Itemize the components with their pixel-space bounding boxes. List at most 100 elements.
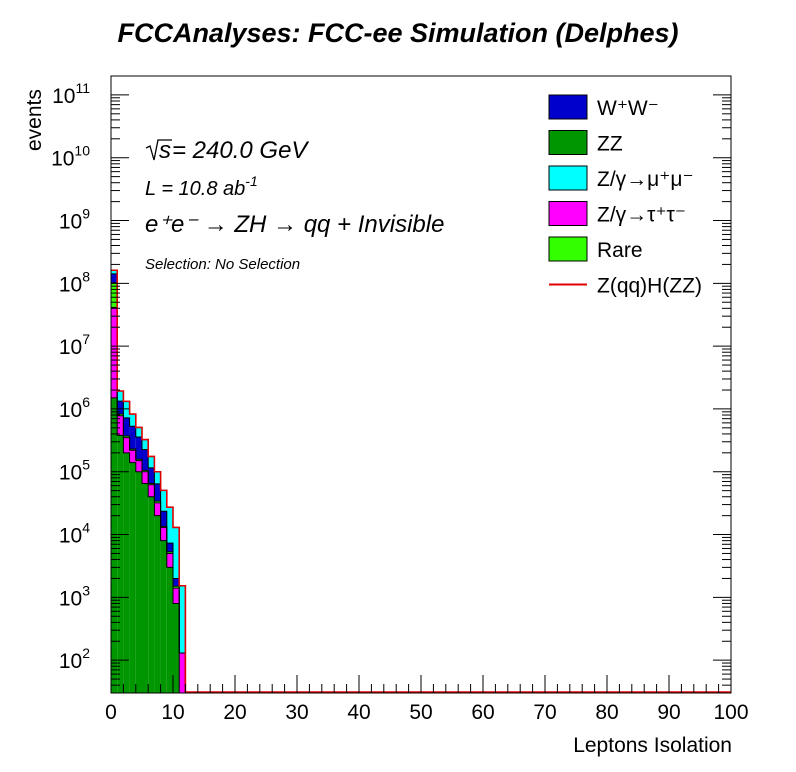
- bar-3-10: [173, 578, 180, 587]
- selection-annotation: Selection: No Selection: [145, 256, 300, 273]
- x-tick-label: 30: [285, 701, 308, 724]
- bar-1-1: [117, 415, 124, 436]
- bar-4-11: [179, 585, 186, 654]
- bar-3-1: [117, 401, 124, 415]
- y-axis: 102 103 104 105 106 107 108 109 1010 1011: [51, 75, 731, 694]
- bar-1-5: [142, 471, 149, 484]
- legend-label-2: Z/γ→μ⁺μ⁻: [597, 168, 694, 191]
- lumi-exponent: -1: [245, 173, 257, 189]
- sqrt-s-text: s: [159, 137, 171, 164]
- bar-1-3: [129, 450, 136, 463]
- signal-line-group: [111, 269, 731, 693]
- bar-2-7: [154, 501, 161, 503]
- y-tick-label: 1010: [51, 143, 90, 171]
- bar-3-5: [142, 449, 149, 471]
- bar-2-1: [117, 414, 124, 416]
- x-tick-label: 70: [533, 701, 556, 724]
- bar-0-2: [123, 452, 130, 693]
- legend-swatch-2: [548, 165, 588, 191]
- bar-0-9: [166, 567, 173, 693]
- y-tick-label: 109: [59, 206, 90, 234]
- bar-3-2: [123, 417, 130, 437]
- y-tick-label: 102: [59, 645, 90, 673]
- chart-title: FCCAnalyses: FCC-ee Simulation (Delphes): [117, 18, 679, 48]
- x-tick-label: 40: [347, 701, 370, 724]
- bar-0-10: [173, 603, 180, 693]
- y-tick-label: 108: [59, 268, 90, 296]
- y-axis-label: events: [23, 89, 46, 151]
- legend-label-4: Rare: [597, 239, 643, 262]
- bar-0-3: [129, 462, 136, 693]
- bar-4-1: [117, 391, 124, 402]
- bar-3-7: [154, 483, 161, 502]
- stacked-histogram: [110, 269, 186, 694]
- bar-2-8: [160, 526, 167, 528]
- bar-4-10: [173, 527, 180, 579]
- legend-label-3: Z/γ→τ⁺τ⁻: [597, 204, 686, 227]
- bar-0-6: [148, 496, 155, 693]
- bar-2-0: [111, 282, 118, 308]
- bar-1-9: [166, 553, 173, 568]
- bar-3-9: [166, 543, 173, 552]
- bar-1-4: [135, 460, 142, 472]
- bar-3-0: [111, 273, 118, 283]
- legend-swatch-1: [548, 130, 588, 155]
- sqrt-symbol: [145, 139, 172, 161]
- bar-4-8: [160, 490, 167, 512]
- bar-3-8: [160, 511, 167, 527]
- bar-2-4: [135, 459, 142, 461]
- x-tick-label: 80: [595, 701, 618, 724]
- bar-4-7: [154, 471, 161, 484]
- bar-2-3: [129, 449, 136, 451]
- x-tick-label: 90: [657, 701, 680, 724]
- bar-0-7: [154, 515, 161, 693]
- stack-outline-3: [110, 273, 186, 693]
- y-tick-label: 104: [59, 520, 90, 548]
- y-tick-label: 103: [59, 582, 90, 610]
- legend-swatch-3: [548, 201, 588, 226]
- lumi-main: L = 10.8 ab: [145, 178, 245, 200]
- legend: W⁺W⁻ ZZ Z/γ→μ⁺μ⁻ Z/γ→τ⁺τ⁻ Rare Z(qq)H(ZZ): [548, 94, 702, 298]
- bar-1-10: [173, 588, 180, 604]
- x-tick-label: 50: [409, 701, 432, 724]
- bar-4-5: [142, 439, 149, 450]
- bar-1-8: [160, 527, 167, 541]
- bar-4-3: [129, 414, 136, 427]
- y-tick-label: 1011: [52, 80, 90, 108]
- bar-4-6: [148, 456, 155, 468]
- signal-line: [111, 269, 731, 693]
- energy-annotation: s = 240.0 GeV: [145, 137, 309, 164]
- bar-3-6: [148, 467, 155, 484]
- x-tick-label: 100: [713, 701, 748, 724]
- legend-label-1: ZZ: [597, 133, 623, 156]
- energy-text: = 240.0 GeV: [172, 137, 309, 164]
- y-tick-label: 105: [59, 457, 90, 485]
- bar-0-8: [160, 540, 167, 693]
- x-axis-label: Leptons Isolation: [573, 734, 732, 757]
- bar-1-2: [123, 437, 130, 453]
- y-tick-label: 107: [59, 331, 90, 359]
- bar-2-2: [123, 436, 130, 438]
- bar-2-6: [148, 483, 155, 485]
- bar-2-5: [142, 470, 149, 472]
- bar-1-6: [148, 484, 155, 497]
- bar-0-4: [135, 471, 142, 693]
- bar-0-0: [111, 397, 118, 693]
- bar-3-3: [129, 426, 136, 450]
- bar-2-10: [173, 586, 180, 589]
- legend-swatch-4: [548, 236, 588, 262]
- y-tick-label: 106: [59, 394, 90, 422]
- bar-4-4: [135, 427, 142, 437]
- x-axis: 0 10 20 30 40 50 60 70 80 90 100: [105, 675, 749, 724]
- process-annotation: e⁺e⁻ → ZH → qq + Invisible: [145, 211, 444, 238]
- bar-0-1: [117, 435, 124, 693]
- legend-label-5: Z(qq)H(ZZ): [597, 275, 702, 298]
- bar-1-11: [179, 653, 186, 693]
- x-tick-label: 0: [105, 701, 117, 724]
- bar-4-0: [111, 270, 118, 274]
- bar-4-9: [166, 507, 173, 544]
- bar-2-9: [166, 551, 173, 554]
- legend-swatch-0: [548, 94, 588, 120]
- x-tick-label: 10: [161, 701, 184, 724]
